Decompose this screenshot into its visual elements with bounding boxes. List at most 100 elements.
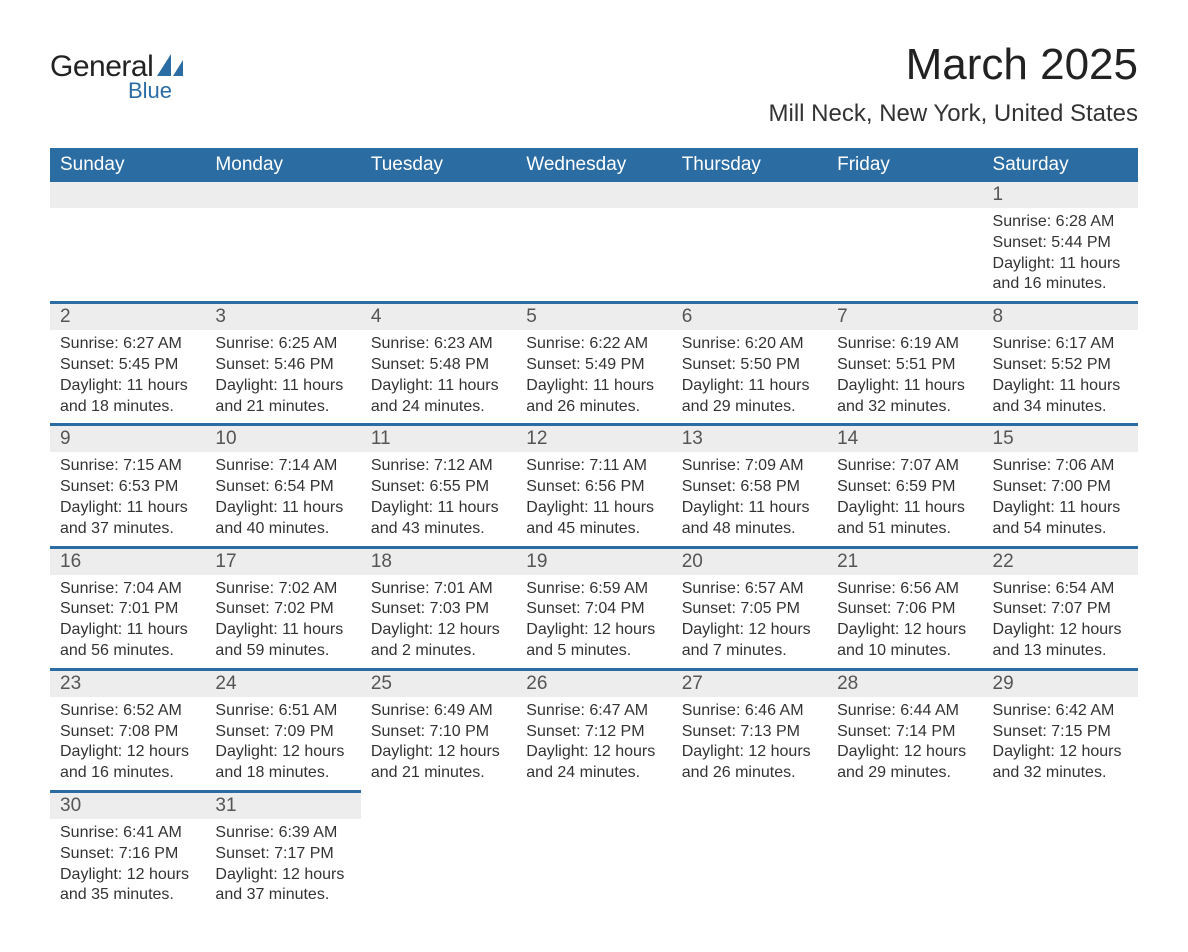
- day-number: 7: [827, 303, 982, 330]
- day-details: Sunrise: 6:51 AMSunset: 7:09 PMDaylight:…: [205, 697, 360, 790]
- calendar-cell: [50, 182, 205, 302]
- calendar-week-row: 16Sunrise: 7:04 AMSunset: 7:01 PMDayligh…: [50, 547, 1138, 669]
- calendar-cell: [516, 791, 671, 912]
- daylight-text: Daylight: 12 hours and 2 minutes.: [371, 620, 506, 662]
- day-details: [205, 208, 360, 218]
- day-details: [516, 208, 671, 218]
- calendar-cell: 29Sunrise: 6:42 AMSunset: 7:15 PMDayligh…: [983, 669, 1138, 791]
- sunset-text: Sunset: 5:46 PM: [215, 355, 350, 376]
- daylight-text: Daylight: 12 hours and 7 minutes.: [682, 620, 817, 662]
- day-details: Sunrise: 6:52 AMSunset: 7:08 PMDaylight:…: [50, 697, 205, 790]
- weekday-header: Monday: [205, 148, 360, 182]
- day-number: 30: [50, 792, 205, 819]
- day-number: 5: [516, 303, 671, 330]
- sunrise-text: Sunrise: 7:01 AM: [371, 579, 506, 600]
- sunrise-text: Sunrise: 6:28 AM: [993, 212, 1128, 233]
- sunrise-text: Sunrise: 6:56 AM: [837, 579, 972, 600]
- calendar-cell: [516, 182, 671, 302]
- sunset-text: Sunset: 7:14 PM: [837, 722, 972, 743]
- day-details: Sunrise: 6:27 AMSunset: 5:45 PMDaylight:…: [50, 330, 205, 423]
- day-details: [827, 208, 982, 218]
- sunset-text: Sunset: 7:01 PM: [60, 599, 195, 620]
- day-details: Sunrise: 6:42 AMSunset: 7:15 PMDaylight:…: [983, 697, 1138, 790]
- daylight-text: Daylight: 11 hours and 45 minutes.: [526, 498, 661, 540]
- sunrise-text: Sunrise: 6:41 AM: [60, 823, 195, 844]
- day-details: Sunrise: 6:44 AMSunset: 7:14 PMDaylight:…: [827, 697, 982, 790]
- weekday-header-row: Sunday Monday Tuesday Wednesday Thursday…: [50, 148, 1138, 182]
- calendar-cell: [361, 182, 516, 302]
- calendar-cell: 11Sunrise: 7:12 AMSunset: 6:55 PMDayligh…: [361, 424, 516, 546]
- day-number: 1: [983, 182, 1138, 208]
- calendar-week-row: 23Sunrise: 6:52 AMSunset: 7:08 PMDayligh…: [50, 669, 1138, 791]
- day-number: 31: [205, 792, 360, 819]
- calendar-cell: 18Sunrise: 7:01 AMSunset: 7:03 PMDayligh…: [361, 547, 516, 669]
- sunrise-text: Sunrise: 7:15 AM: [60, 456, 195, 477]
- weekday-header: Friday: [827, 148, 982, 182]
- calendar-cell: 23Sunrise: 6:52 AMSunset: 7:08 PMDayligh…: [50, 669, 205, 791]
- sunrise-text: Sunrise: 7:14 AM: [215, 456, 350, 477]
- day-number: 13: [672, 425, 827, 452]
- day-number: 20: [672, 548, 827, 575]
- calendar-cell: 19Sunrise: 6:59 AMSunset: 7:04 PMDayligh…: [516, 547, 671, 669]
- day-number: 25: [361, 670, 516, 697]
- day-number: 22: [983, 548, 1138, 575]
- calendar-cell: 4Sunrise: 6:23 AMSunset: 5:48 PMDaylight…: [361, 302, 516, 424]
- daylight-text: Daylight: 12 hours and 21 minutes.: [371, 742, 506, 784]
- sunset-text: Sunset: 5:44 PM: [993, 233, 1128, 254]
- calendar-week-row: 30Sunrise: 6:41 AMSunset: 7:16 PMDayligh…: [50, 791, 1138, 912]
- day-number: 15: [983, 425, 1138, 452]
- weekday-header: Thursday: [672, 148, 827, 182]
- daylight-text: Daylight: 11 hours and 59 minutes.: [215, 620, 350, 662]
- weekday-header: Sunday: [50, 148, 205, 182]
- daylight-text: Daylight: 11 hours and 26 minutes.: [526, 376, 661, 418]
- daylight-text: Daylight: 11 hours and 34 minutes.: [993, 376, 1128, 418]
- sunset-text: Sunset: 5:52 PM: [993, 355, 1128, 376]
- sunset-text: Sunset: 7:07 PM: [993, 599, 1128, 620]
- day-details: Sunrise: 6:56 AMSunset: 7:06 PMDaylight:…: [827, 575, 982, 668]
- calendar-cell: 1Sunrise: 6:28 AMSunset: 5:44 PMDaylight…: [983, 182, 1138, 302]
- sunrise-text: Sunrise: 6:25 AM: [215, 334, 350, 355]
- location-subtitle: Mill Neck, New York, United States: [769, 100, 1138, 128]
- daylight-text: Daylight: 11 hours and 21 minutes.: [215, 376, 350, 418]
- daylight-text: Daylight: 12 hours and 26 minutes.: [682, 742, 817, 784]
- daylight-text: Daylight: 12 hours and 18 minutes.: [215, 742, 350, 784]
- sunset-text: Sunset: 5:45 PM: [60, 355, 195, 376]
- day-details: Sunrise: 7:01 AMSunset: 7:03 PMDaylight:…: [361, 575, 516, 668]
- month-title: March 2025: [769, 40, 1138, 90]
- logo-text-blue: Blue: [128, 78, 172, 104]
- sunrise-text: Sunrise: 6:44 AM: [837, 701, 972, 722]
- sunrise-text: Sunrise: 6:51 AM: [215, 701, 350, 722]
- calendar-cell: [983, 791, 1138, 912]
- day-details: [50, 208, 205, 218]
- day-details: Sunrise: 6:54 AMSunset: 7:07 PMDaylight:…: [983, 575, 1138, 668]
- day-details: Sunrise: 6:17 AMSunset: 5:52 PMDaylight:…: [983, 330, 1138, 423]
- day-number: 29: [983, 670, 1138, 697]
- calendar-week-row: 9Sunrise: 7:15 AMSunset: 6:53 PMDaylight…: [50, 424, 1138, 546]
- sunset-text: Sunset: 7:00 PM: [993, 477, 1128, 498]
- sunset-text: Sunset: 7:13 PM: [682, 722, 817, 743]
- calendar-cell: 5Sunrise: 6:22 AMSunset: 5:49 PMDaylight…: [516, 302, 671, 424]
- day-details: Sunrise: 6:59 AMSunset: 7:04 PMDaylight:…: [516, 575, 671, 668]
- calendar-cell: 9Sunrise: 7:15 AMSunset: 6:53 PMDaylight…: [50, 424, 205, 546]
- day-details: Sunrise: 6:39 AMSunset: 7:17 PMDaylight:…: [205, 819, 360, 912]
- day-details: Sunrise: 7:07 AMSunset: 6:59 PMDaylight:…: [827, 452, 982, 545]
- daylight-text: Daylight: 11 hours and 37 minutes.: [60, 498, 195, 540]
- day-number: 26: [516, 670, 671, 697]
- daylight-text: Daylight: 11 hours and 29 minutes.: [682, 376, 817, 418]
- calendar-cell: 6Sunrise: 6:20 AMSunset: 5:50 PMDaylight…: [672, 302, 827, 424]
- day-number: 9: [50, 425, 205, 452]
- sunset-text: Sunset: 7:04 PM: [526, 599, 661, 620]
- sunset-text: Sunset: 7:17 PM: [215, 844, 350, 865]
- daylight-text: Daylight: 12 hours and 16 minutes.: [60, 742, 195, 784]
- calendar-cell: 20Sunrise: 6:57 AMSunset: 7:05 PMDayligh…: [672, 547, 827, 669]
- day-number: [205, 182, 360, 208]
- calendar-week-row: 2Sunrise: 6:27 AMSunset: 5:45 PMDaylight…: [50, 302, 1138, 424]
- daylight-text: Daylight: 11 hours and 56 minutes.: [60, 620, 195, 662]
- sunrise-text: Sunrise: 6:57 AM: [682, 579, 817, 600]
- sunset-text: Sunset: 6:54 PM: [215, 477, 350, 498]
- sunset-text: Sunset: 5:50 PM: [682, 355, 817, 376]
- calendar-cell: 13Sunrise: 7:09 AMSunset: 6:58 PMDayligh…: [672, 424, 827, 546]
- day-details: Sunrise: 6:41 AMSunset: 7:16 PMDaylight:…: [50, 819, 205, 912]
- sunrise-text: Sunrise: 6:39 AM: [215, 823, 350, 844]
- day-number: 12: [516, 425, 671, 452]
